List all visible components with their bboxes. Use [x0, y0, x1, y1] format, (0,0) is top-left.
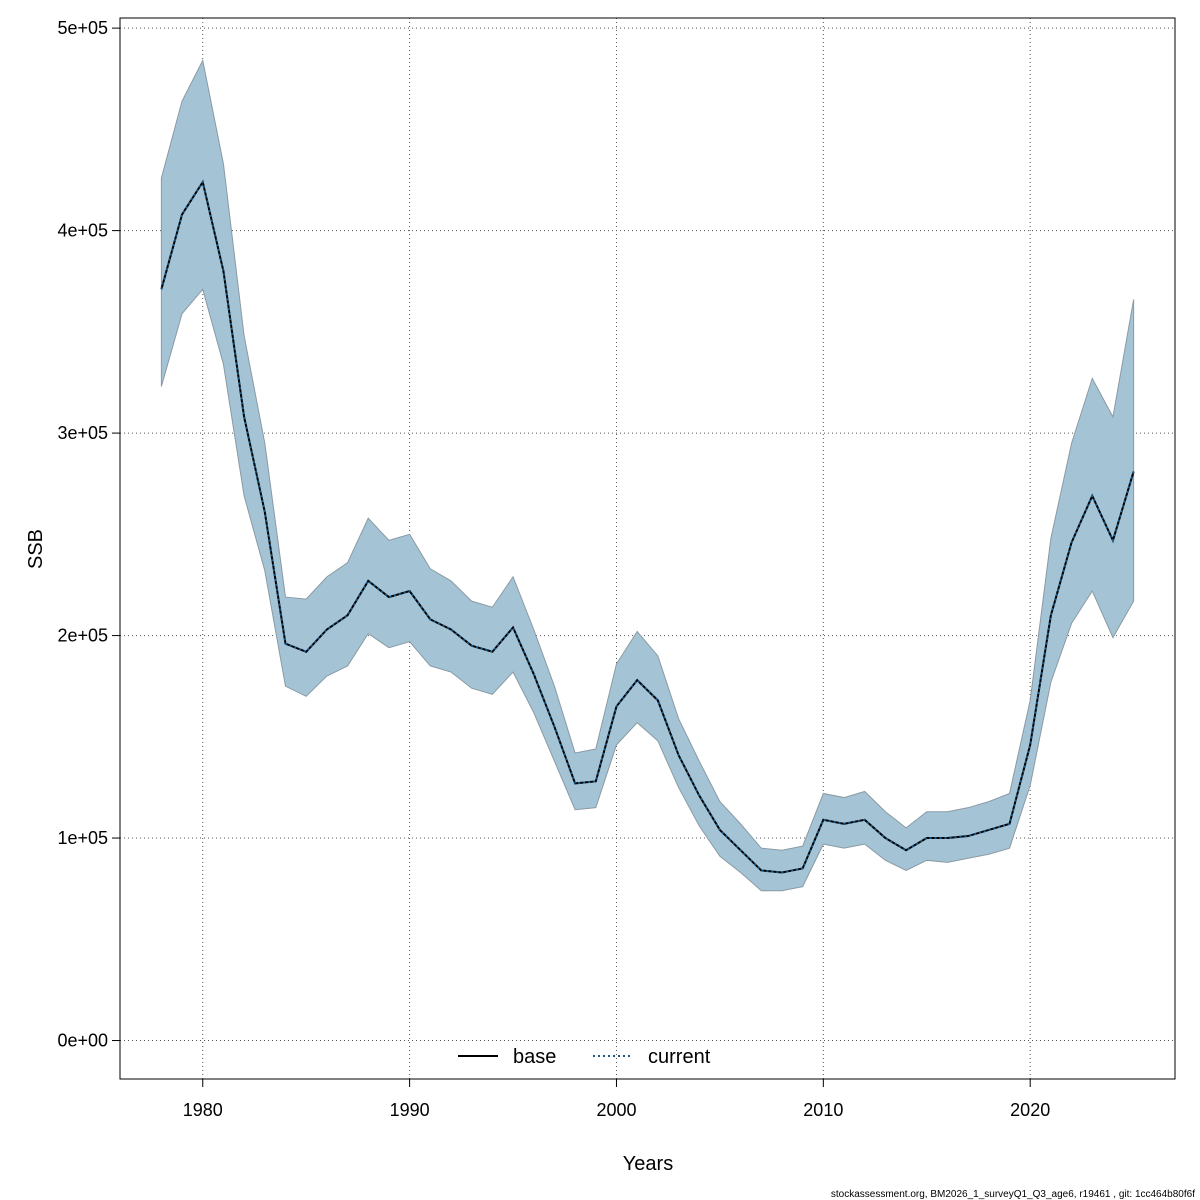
- confidence-band: [160, 59, 1135, 892]
- y-tick-label: 4e+05: [57, 221, 108, 241]
- y-axis: 0e+00 1e+05 2e+05 3e+05 4e+05 5e+05: [57, 18, 120, 1051]
- y-tick-label: 3e+05: [57, 423, 108, 443]
- x-tick-label: 1980: [183, 1100, 223, 1120]
- x-tick-label: 2000: [596, 1100, 636, 1120]
- x-tick-label: 1990: [390, 1100, 430, 1120]
- x-axis-title: Years: [623, 1153, 673, 1175]
- footer-caption: stockassessment.org, BM2026_1_surveyQ1_Q…: [831, 1189, 1195, 1200]
- series-layer: [160, 179, 1135, 874]
- y-tick-label: 0e+00: [57, 1031, 108, 1051]
- legend: base current: [458, 1046, 711, 1068]
- legend-label-base: base: [513, 1046, 556, 1068]
- y-tick-label: 5e+05: [57, 18, 108, 38]
- x-tick-label: 2010: [803, 1100, 843, 1120]
- x-axis: 1980 1990 2000 2010 2020: [183, 1079, 1050, 1120]
- series-line-base: [160, 179, 1135, 874]
- y-axis-title: SSB: [25, 529, 47, 569]
- legend-label-current: current: [648, 1046, 711, 1068]
- x-tick-label: 2020: [1010, 1100, 1050, 1120]
- plot-frame: [119, 17, 1176, 1080]
- confidence-band-layer: [160, 59, 1135, 892]
- y-tick-label: 2e+05: [57, 626, 108, 646]
- y-tick-label: 1e+05: [57, 828, 108, 848]
